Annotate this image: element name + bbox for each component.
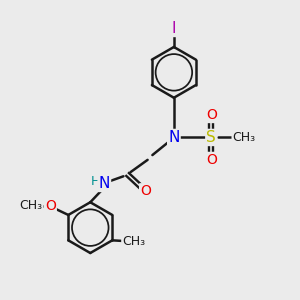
Text: H: H (91, 176, 100, 188)
Text: O: O (45, 199, 56, 213)
Text: O: O (206, 108, 217, 122)
Text: O: O (206, 153, 217, 167)
Text: N: N (99, 176, 110, 191)
Text: O: O (140, 184, 151, 198)
Text: I: I (172, 21, 176, 36)
Text: S: S (206, 130, 216, 145)
Text: CH₃: CH₃ (232, 131, 256, 144)
Text: CH₃: CH₃ (20, 200, 43, 212)
Text: CH₃: CH₃ (122, 235, 145, 248)
Text: N: N (168, 130, 180, 145)
